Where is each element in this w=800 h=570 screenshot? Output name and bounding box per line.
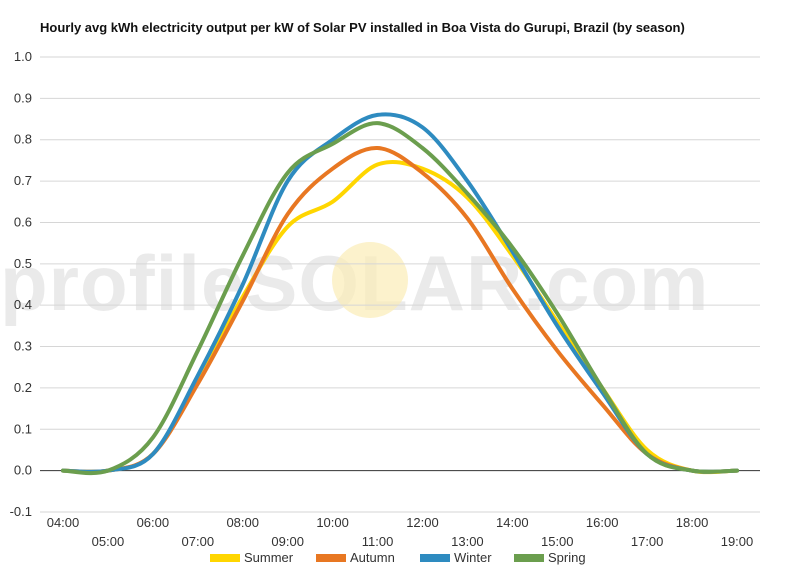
- legend-item-spring[interactable]: Spring: [514, 550, 586, 565]
- y-tick-label: 0.0: [14, 463, 32, 478]
- grid-lines: [40, 56, 760, 513]
- x-tick-label: 09:00: [271, 534, 304, 549]
- legend-item-autumn[interactable]: Autumn: [316, 550, 395, 565]
- x-tick-label: 19:00: [721, 534, 754, 549]
- x-tick-label: 07:00: [182, 534, 215, 549]
- x-tick-label: 10:00: [316, 515, 349, 530]
- x-tick-label: 06:00: [137, 515, 170, 530]
- y-tick-label: -0.1: [10, 504, 32, 519]
- legend-label: Autumn: [350, 550, 395, 565]
- legend-swatch: [420, 553, 450, 562]
- legend: Summer Autumn Winter Spring: [0, 550, 800, 568]
- y-tick-label: 0.6: [14, 214, 32, 229]
- x-tick-label: 15:00: [541, 534, 574, 549]
- legend-swatch: [210, 553, 240, 562]
- x-tick-label: 08:00: [226, 515, 259, 530]
- legend-label: Summer: [244, 550, 294, 565]
- y-axis: -0.1 0.0 0.1 0.2 0.3 0.4 0.5 0.6 0.7 0.8 0.9 1.0: [10, 49, 32, 519]
- x-tick-label: 14:00: [496, 515, 529, 530]
- y-tick-label: 0.9: [14, 90, 32, 105]
- legend-label: Spring: [548, 550, 586, 565]
- legend-item-summer[interactable]: Summer: [210, 550, 293, 565]
- x-tick-label: 16:00: [586, 515, 619, 530]
- series-lines: [61, 112, 739, 476]
- x-tick-label: 04:00: [47, 515, 80, 530]
- y-tick-label: 0.8: [14, 132, 32, 147]
- x-tick-label: 13:00: [451, 534, 484, 549]
- x-tick-label: 18:00: [676, 515, 709, 530]
- y-tick-label: 1.0: [14, 49, 32, 64]
- legend-swatch: [514, 553, 544, 562]
- y-tick-label: 0.1: [14, 421, 32, 436]
- legend-swatch: [316, 553, 346, 562]
- legend-item-winter[interactable]: Winter: [420, 550, 492, 565]
- chart-title: Hourly avg kWh electricity output per kW…: [40, 20, 685, 35]
- legend-label: Winter: [454, 550, 492, 565]
- y-tick-label: 0.3: [14, 339, 32, 354]
- series-line-spring: [61, 121, 739, 476]
- series-line-summer: [61, 159, 739, 475]
- y-tick-label: 0.4: [14, 297, 32, 312]
- x-tick-label: 05:00: [92, 534, 125, 549]
- y-tick-label: 0.7: [14, 173, 32, 188]
- x-tick-label: 12:00: [406, 515, 439, 530]
- y-tick-label: 0.2: [14, 380, 32, 395]
- y-tick-label: 0.5: [14, 256, 32, 271]
- x-tick-label: 11:00: [362, 534, 394, 549]
- x-tick-label: 17:00: [631, 534, 664, 549]
- x-axis: 04:00 05:00 06:00 07:00 08:00 09:00 10:00 11:00…: [47, 515, 754, 549]
- watermark-sun-icon: [332, 242, 408, 318]
- series-line-autumn: [61, 145, 739, 474]
